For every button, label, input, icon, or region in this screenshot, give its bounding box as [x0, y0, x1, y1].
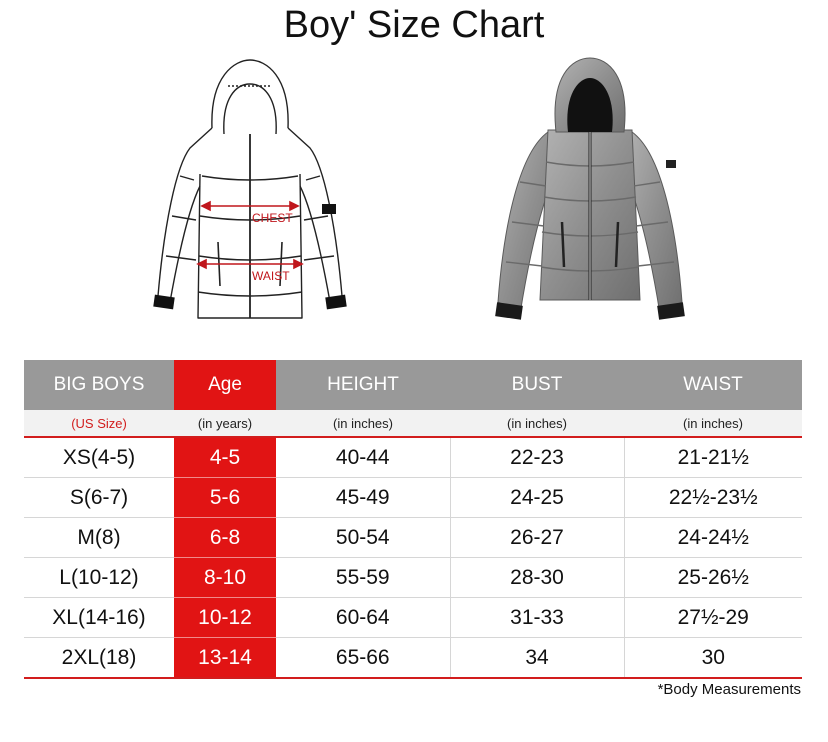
cell-waist: 22½-23½ [624, 477, 802, 518]
cell-size: L(10-12) [24, 557, 174, 598]
header-big-boys: BIG BOYS [24, 360, 174, 410]
units-waist: (in inches) [624, 410, 802, 438]
cell-bust: 31-33 [449, 597, 625, 638]
cell-height: 60-64 [276, 597, 450, 638]
header-age: Age [174, 360, 276, 410]
cell-waist: 30 [624, 637, 802, 679]
cell-waist: 24-24½ [624, 517, 802, 558]
table-row: XS(4-5) 4-5 40-44 22-23 21-21½ [24, 437, 802, 478]
chest-label: CHEST [252, 211, 293, 225]
header-waist: WAIST [624, 360, 802, 410]
table-row: 2XL(18) 13-14 65-66 34 30 [24, 637, 802, 679]
cell-bust: 28-30 [449, 557, 625, 598]
cell-age: 13-14 [174, 637, 276, 679]
cell-size: M(8) [24, 517, 174, 558]
cell-height: 50-54 [276, 517, 450, 558]
cell-height: 55-59 [276, 557, 450, 598]
jacket-measurement-diagram: CHEST WAIST [153, 59, 347, 319]
cell-size: XS(4-5) [24, 437, 174, 478]
jacket-photo [495, 57, 685, 320]
cell-height: 40-44 [276, 437, 450, 478]
page-title: Boy' Size Chart [283, 4, 545, 46]
cell-waist: 21-21½ [624, 437, 802, 478]
table-row: XL(14-16) 10-12 60-64 31-33 27½-29 [24, 597, 802, 638]
cell-waist: 25-26½ [624, 557, 802, 598]
cell-age: 8-10 [174, 557, 276, 598]
cell-bust: 24-25 [449, 477, 625, 518]
units-age: (in years) [174, 410, 276, 438]
cell-bust: 34 [449, 637, 625, 679]
table-units-row: (US Size) (in years) (in inches) (in inc… [24, 410, 802, 438]
cell-age: 4-5 [174, 437, 276, 478]
cell-age: 10-12 [174, 597, 276, 638]
cell-age: 5-6 [174, 477, 276, 518]
header-bust: BUST [450, 360, 624, 410]
cell-age: 6-8 [174, 517, 276, 558]
cell-size: S(6-7) [24, 477, 174, 518]
table-header-row: BIG BOYS Age HEIGHT BUST WAIST [24, 360, 802, 410]
units-height: (in inches) [276, 410, 450, 438]
cell-bust: 22-23 [449, 437, 625, 478]
cell-bust: 26-27 [449, 517, 625, 558]
size-chart-table: BIG BOYS Age HEIGHT BUST WAIST (US Size)… [24, 360, 802, 679]
cell-size: XL(14-16) [24, 597, 174, 638]
table-row: L(10-12) 8-10 55-59 28-30 25-26½ [24, 557, 802, 598]
units-us-size: (US Size) [24, 410, 174, 438]
waist-label: WAIST [252, 269, 290, 283]
units-bust: (in inches) [450, 410, 624, 438]
cell-size: 2XL(18) [24, 637, 174, 679]
cell-height: 65-66 [276, 637, 450, 679]
cell-waist: 27½-29 [624, 597, 802, 638]
table-row: M(8) 6-8 50-54 26-27 24-24½ [24, 517, 802, 558]
header-height: HEIGHT [276, 360, 450, 410]
table-row: S(6-7) 5-6 45-49 24-25 22½-23½ [24, 477, 802, 518]
body-measurements-note: *Body Measurements [657, 681, 801, 698]
cell-height: 45-49 [276, 477, 450, 518]
